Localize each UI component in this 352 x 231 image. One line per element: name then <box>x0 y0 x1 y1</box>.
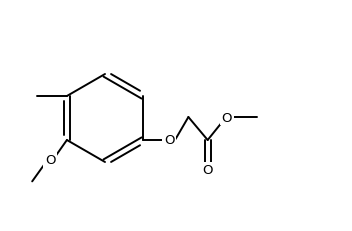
Text: O: O <box>164 134 174 147</box>
Text: O: O <box>222 111 232 124</box>
Text: O: O <box>202 164 213 177</box>
Text: O: O <box>45 154 55 167</box>
